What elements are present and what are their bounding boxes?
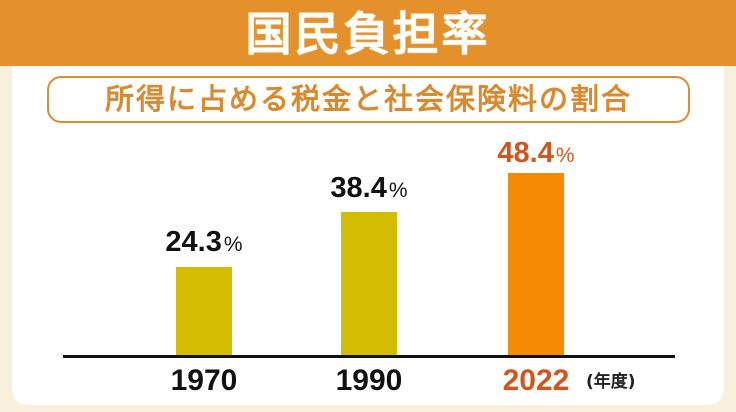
value-label-1970: 24.3% [134, 228, 274, 257]
chart-title: 国民負担率 [245, 7, 491, 61]
percent-sign: % [388, 179, 408, 202]
value-number: 38.4 [330, 172, 387, 204]
percent-sign: % [223, 233, 243, 256]
bar-1970 [176, 267, 232, 356]
bar-2022 [508, 173, 564, 356]
percent-sign: % [555, 144, 575, 167]
chart-subtitle: 所得に占める税金と社会保険料の割合 [104, 82, 632, 116]
x-axis-unit-label: (年度) [586, 372, 636, 392]
value-number: 24.3 [165, 226, 222, 258]
value-label-2022: 48.4% [466, 139, 606, 168]
x-tick-2022: 2022 [502, 364, 570, 397]
bar-1990 [341, 212, 397, 356]
x-tick-1990: 1990 [335, 364, 403, 397]
header-band: 国民負担率 [0, 0, 736, 66]
x-tick-1970: 1970 [170, 364, 238, 397]
x-axis-line [63, 355, 675, 358]
value-number: 48.4 [497, 137, 554, 169]
subtitle-pill: 所得に占める税金と社会保険料の割合 [47, 76, 690, 123]
value-label-1990: 38.4% [299, 174, 439, 203]
